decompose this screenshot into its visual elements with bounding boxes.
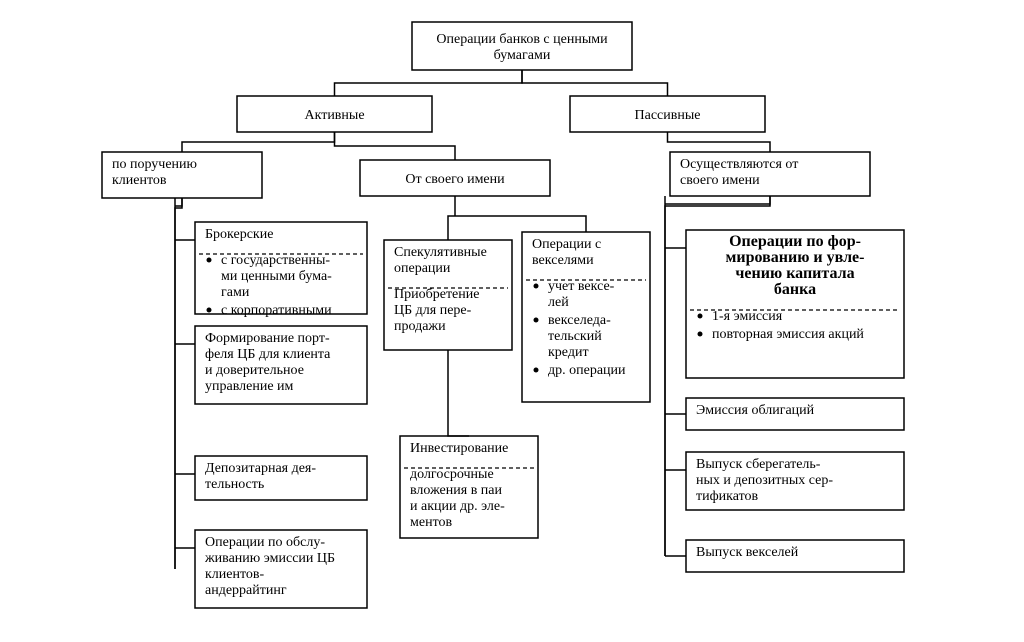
svg-text:Операции банков с ценными: Операции банков с ценными bbox=[436, 32, 608, 47]
edge-passive-p1 bbox=[668, 132, 771, 152]
svg-text:Пассивные: Пассивные bbox=[635, 108, 701, 123]
svg-text:кредит: кредит bbox=[548, 345, 589, 360]
edge-active-a1 bbox=[182, 132, 335, 152]
svg-text:векселеда-: векселеда- bbox=[548, 313, 611, 328]
svg-text:ЦБ для пере-: ЦБ для пере- bbox=[394, 303, 472, 318]
svg-text:Активные: Активные bbox=[304, 108, 364, 123]
edge-root-active bbox=[335, 70, 523, 96]
svg-text:тельность: тельность bbox=[205, 477, 264, 492]
svg-text:лей: лей bbox=[548, 295, 569, 310]
svg-text:вложения в паи: вложения в паи bbox=[410, 483, 503, 498]
svg-text:Операции с: Операции с bbox=[532, 237, 601, 252]
svg-text:чению капитала: чению капитала bbox=[735, 265, 854, 282]
svg-text:клиентов: клиентов bbox=[112, 173, 167, 188]
svg-text:Брокерские: Брокерские bbox=[205, 227, 273, 242]
svg-text:векселями: векселями bbox=[532, 253, 594, 268]
svg-text:тификатов: тификатов bbox=[696, 489, 759, 504]
svg-text:повторная эмиссия акций: повторная эмиссия акций bbox=[712, 327, 864, 342]
svg-text:банка: банка bbox=[774, 281, 816, 298]
svg-text:управление им: управление им bbox=[205, 379, 294, 394]
svg-text:Операции по фор-: Операции по фор- bbox=[729, 233, 861, 250]
svg-text:по поручению: по поручению bbox=[112, 157, 197, 172]
svg-text:живанию эмиссии ЦБ: живанию эмиссии ЦБ bbox=[204, 551, 335, 566]
svg-text:Инвестирование: Инвестирование bbox=[410, 441, 508, 456]
svg-text:Депозитарная дея-: Депозитарная дея- bbox=[205, 461, 316, 476]
svg-text:ных и депозитных сер-: ных и депозитных сер- bbox=[696, 473, 833, 488]
svg-text:Приобретение: Приобретение bbox=[394, 287, 479, 302]
svg-text:Эмиссия облигаций: Эмиссия облигаций bbox=[696, 403, 815, 418]
svg-text:продажи: продажи bbox=[394, 319, 446, 334]
svg-text:тельский: тельский bbox=[548, 329, 602, 344]
svg-text:От своего имени: От своего имени bbox=[405, 172, 505, 187]
svg-text:феля ЦБ для клиента: феля ЦБ для клиента bbox=[205, 347, 331, 362]
svg-text:Спекулятивные: Спекулятивные bbox=[394, 245, 487, 260]
svg-text:учет вексе-: учет вексе- bbox=[548, 279, 615, 294]
edge-root-passive bbox=[522, 70, 668, 96]
svg-text:и акции др. эле-: и акции др. эле- bbox=[410, 499, 505, 514]
svg-text:с государственны-: с государственны- bbox=[221, 253, 330, 268]
svg-text:1-я эмиссия: 1-я эмиссия bbox=[712, 309, 783, 324]
svg-text:мированию и увле-: мированию и увле- bbox=[726, 249, 865, 266]
svg-text:андеррайтинг: андеррайтинг bbox=[205, 583, 287, 598]
svg-text:гами: гами bbox=[221, 285, 250, 300]
svg-text:с корпоративными: с корпоративными bbox=[221, 303, 332, 318]
svg-text:операции: операции bbox=[394, 261, 451, 276]
edge-active-a2 bbox=[335, 132, 456, 160]
svg-text:Выпуск векселей: Выпуск векселей bbox=[696, 545, 799, 560]
svg-text:бумагами: бумагами bbox=[494, 48, 551, 63]
svg-text:Операции по обслу-: Операции по обслу- bbox=[205, 535, 325, 550]
svg-text:др. операции: др. операции bbox=[548, 363, 626, 378]
svg-text:долгосрочные: долгосрочные bbox=[410, 467, 494, 482]
svg-text:ментов: ментов bbox=[410, 515, 452, 530]
svg-text:Осуществляются от: Осуществляются от bbox=[680, 157, 798, 172]
svg-text:своего имени: своего имени bbox=[680, 173, 760, 188]
svg-text:и доверительное: и доверительное bbox=[205, 363, 304, 378]
diagram-canvas: Операции банков с ценнымибумагами Активны… bbox=[0, 0, 1024, 642]
svg-text:Выпуск сберегатель-: Выпуск сберегатель- bbox=[696, 457, 821, 472]
svg-text:Формирование порт-: Формирование порт- bbox=[205, 331, 330, 346]
svg-text:клиентов-: клиентов- bbox=[205, 567, 265, 582]
svg-text:ми ценными бума-: ми ценными бума- bbox=[221, 269, 332, 284]
